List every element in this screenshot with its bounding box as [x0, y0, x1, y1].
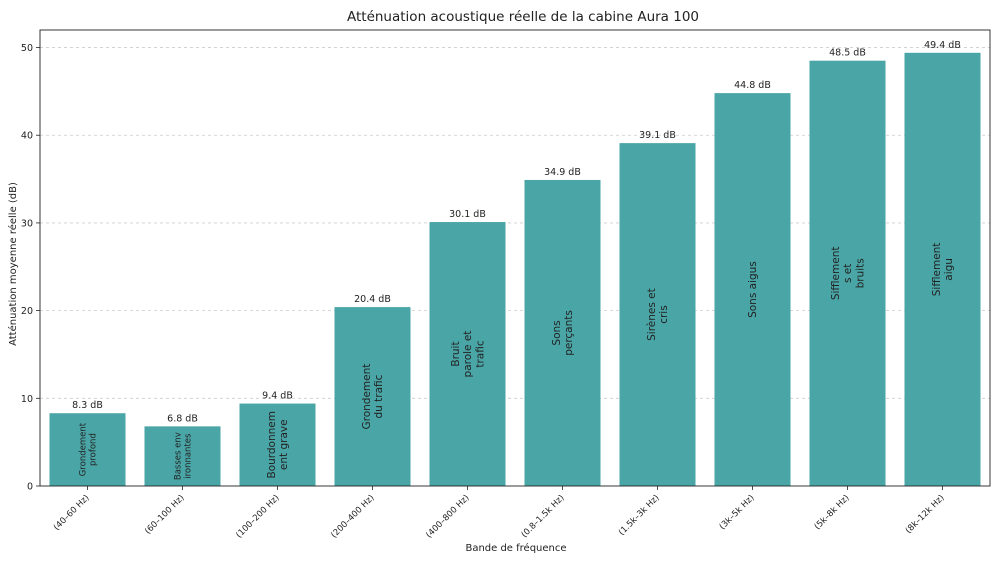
x-tick-label: (400–800 Hz)	[424, 493, 471, 540]
bar	[524, 179, 601, 486]
bar-value-label: 48.5 dB	[829, 48, 866, 59]
y-tick-label: 40	[21, 131, 33, 142]
bar	[904, 52, 981, 487]
x-axis-label: Bande de fréquence	[465, 542, 566, 554]
bar-inner-label-line: Basses env	[174, 432, 184, 480]
bar	[334, 307, 411, 486]
bar-inner-label-line: Bruit	[450, 341, 462, 366]
bar-inner-label-line: s et	[842, 264, 854, 283]
x-tick-label: (0.8–1.5k Hz)	[520, 493, 567, 540]
bar-value-label: 8.3 dB	[72, 400, 103, 411]
y-tick-label: 20	[21, 306, 33, 317]
bar-inner-label-line: Sirènes et	[646, 288, 658, 341]
bar-inner-label-line: Sons	[551, 320, 563, 345]
bar-inner-label: Sons perçants	[551, 310, 575, 356]
bar-inner-label-line: Bourdonnem	[266, 411, 278, 479]
bar	[49, 413, 126, 486]
bar-value-label: 6.8 dB	[167, 413, 198, 424]
bars-layer	[49, 52, 981, 487]
bar	[714, 93, 791, 486]
bar-value-label: 20.4 dB	[354, 294, 391, 305]
bar-value-label: 49.4 dB	[924, 40, 961, 51]
bar-inner-label-line: profond	[88, 433, 98, 466]
y-axis-label: Atténuation moyenne réelle (dB)	[7, 182, 19, 346]
bar-inner-label-line: Grondement	[361, 364, 373, 430]
x-tick-label: (1.5k–3k Hz)	[617, 493, 662, 538]
bar-value-label: 39.1 dB	[639, 130, 676, 141]
bar	[619, 143, 696, 486]
bar-inner-label-line: bruits	[854, 258, 866, 288]
bar-inner-label: Basses env ironnantes	[174, 432, 194, 480]
bar-inner-label: Bourdonnem ent grave	[266, 411, 290, 479]
bar	[239, 403, 316, 486]
bar-inner-label: Sifflement s et bruits	[830, 247, 866, 301]
y-tick-label: 10	[21, 394, 33, 405]
bar-inner-label: Sons aigus	[747, 261, 759, 318]
bar-inner-label: Grondement du trafic	[361, 364, 385, 430]
chart-title: Atténuation acoustique réelle de la cabi…	[347, 9, 699, 25]
x-tick-label: (8k–12k Hz)	[904, 493, 947, 536]
bar-inner-label: Grondement profond	[79, 422, 99, 476]
bar-value-label: 34.9 dB	[544, 167, 581, 178]
x-tick-label: (100–200 Hz)	[234, 493, 281, 540]
bar-inner-label-line: Sons aigus	[747, 261, 759, 318]
bar-inner-label: Sirènes et cris	[646, 288, 670, 341]
x-tick-label: (40–60 Hz)	[52, 493, 92, 533]
bar-inner-label-line: Grondement	[79, 422, 89, 476]
bar-inner-label-line: Sifflement	[830, 247, 842, 301]
plot-frame	[39, 29, 991, 487]
y-tick-label: 30	[21, 218, 33, 229]
bar	[429, 222, 506, 487]
x-tick-label: (3k–5k Hz)	[718, 493, 757, 532]
bar-inner-label: Bruit parole et trafic	[450, 331, 486, 378]
bar-inner-label-line: perçants	[563, 310, 575, 356]
y-tick-label: 0	[27, 482, 33, 493]
bar	[809, 60, 886, 486]
bar-inner-label-line: Sifflement	[931, 243, 943, 297]
bar-inner-label-line: du trafic	[373, 374, 385, 418]
grid-layer	[40, 47, 990, 399]
y-tick-label: 50	[21, 43, 33, 54]
bar-inner-label-line: aigu	[943, 258, 955, 281]
bar-value-label: 44.8 dB	[734, 80, 771, 91]
x-tick-label: (5k–8k Hz)	[813, 493, 852, 532]
bar-value-label: 9.4 dB	[262, 391, 293, 402]
bar-inner-label-line: ent grave	[278, 419, 290, 470]
bar-inner-label-line: cris	[658, 305, 670, 323]
bar-inner-label-line: ironnantes	[183, 433, 193, 479]
bar-inner-label-line: trafic	[474, 340, 486, 367]
bar-value-label: 30.1 dB	[449, 209, 486, 220]
bar-inner-label: Sifflement aigu	[931, 243, 955, 297]
x-tick-label: (60–100 Hz)	[143, 493, 186, 536]
bar-inner-label-line: parole et	[462, 331, 474, 378]
x-tick-label: (200–400 Hz)	[329, 493, 376, 540]
bar	[144, 426, 221, 486]
